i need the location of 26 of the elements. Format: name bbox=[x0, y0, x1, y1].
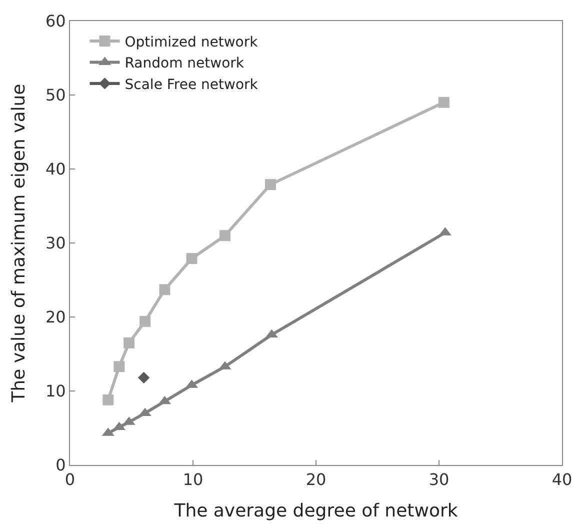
x-tick-label: 10 bbox=[182, 470, 204, 490]
point bbox=[438, 96, 450, 108]
x-tick-label: 40 bbox=[552, 470, 572, 490]
y-tick-label: 30 bbox=[45, 234, 66, 253]
y-tick-label: 40 bbox=[45, 160, 66, 179]
y-tick-label: 10 bbox=[45, 382, 66, 401]
y-tick-label: 20 bbox=[45, 308, 66, 327]
point bbox=[159, 284, 170, 296]
point bbox=[102, 394, 114, 406]
point bbox=[219, 230, 230, 242]
point bbox=[114, 361, 125, 372]
point bbox=[140, 316, 151, 327]
y-tick-label: 50 bbox=[45, 86, 66, 105]
x-tick-label: 20 bbox=[306, 470, 326, 490]
x-tick-label: 30 bbox=[428, 470, 450, 490]
x-axis-title: The average degree of network bbox=[173, 500, 458, 522]
y-axis-title: The value of maximum eigen value bbox=[8, 84, 30, 404]
point bbox=[186, 253, 198, 264]
legend-label: Scale Free network bbox=[124, 76, 259, 93]
legend-label: Optimized network bbox=[124, 34, 259, 50]
point bbox=[264, 179, 276, 190]
y-tick-label: 0 bbox=[56, 456, 66, 475]
y-tick-label: 60 bbox=[45, 12, 66, 31]
point bbox=[138, 372, 150, 384]
point bbox=[124, 337, 135, 348]
legend-label: Random network bbox=[124, 56, 245, 72]
